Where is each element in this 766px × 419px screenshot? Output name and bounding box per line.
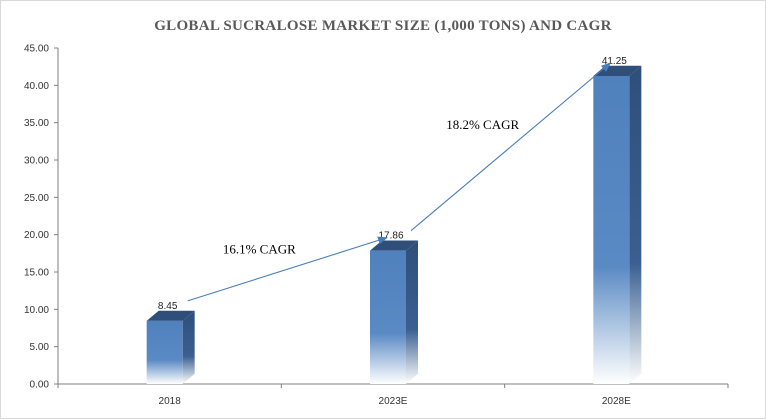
bar-side — [182, 310, 195, 384]
x-tick-label: 2018 — [159, 396, 182, 407]
bar-front — [593, 76, 630, 384]
axes: 0.00 5.00 10.00 15.00 20.00 25.00 30.00 35.00 40… — [24, 44, 729, 407]
bar-top — [146, 310, 195, 321]
cagr-arrow — [410, 62, 612, 232]
y-tick-label: 10.00 — [24, 305, 49, 316]
y-tick-label: 40.00 — [24, 81, 49, 92]
bar-front — [146, 320, 183, 384]
cagr-arrow — [187, 236, 388, 302]
bars — [146, 65, 642, 385]
cagr-annotations: 16.1% CAGR 18.2% CAGR — [187, 62, 612, 302]
bar — [370, 240, 418, 384]
cagr-label: 18.2% CAGR — [446, 117, 519, 132]
cagr-label: 16.1% CAGR — [223, 241, 296, 256]
bar-side — [629, 65, 642, 385]
x-tick-label: 2028E — [602, 396, 631, 407]
data-label: 41.25 — [602, 56, 627, 67]
bar-side — [406, 240, 418, 384]
y-tick-label: 5.00 — [30, 342, 50, 353]
bar-front — [370, 250, 406, 384]
y-tick-label: 25.00 — [24, 193, 49, 204]
bar — [593, 65, 642, 385]
data-label: 8.45 — [158, 301, 178, 312]
x-tick-label: 2023E — [379, 396, 408, 407]
y-tick-label: 20.00 — [24, 230, 49, 241]
y-tick-label: 0.00 — [30, 380, 50, 391]
y-tick-label: 30.00 — [24, 156, 49, 167]
bar — [146, 310, 195, 384]
y-tick-label: 35.00 — [24, 118, 49, 129]
data-label: 17.86 — [378, 231, 403, 242]
data-labels: 8.45 17.86 41.25 — [158, 56, 627, 312]
y-tick-label: 15.00 — [24, 268, 49, 279]
chart-title: GLOBAL SUCRALOSE MARKET SIZE (1,000 TONS… — [154, 18, 612, 34]
y-tick-label: 45.00 — [24, 44, 49, 55]
